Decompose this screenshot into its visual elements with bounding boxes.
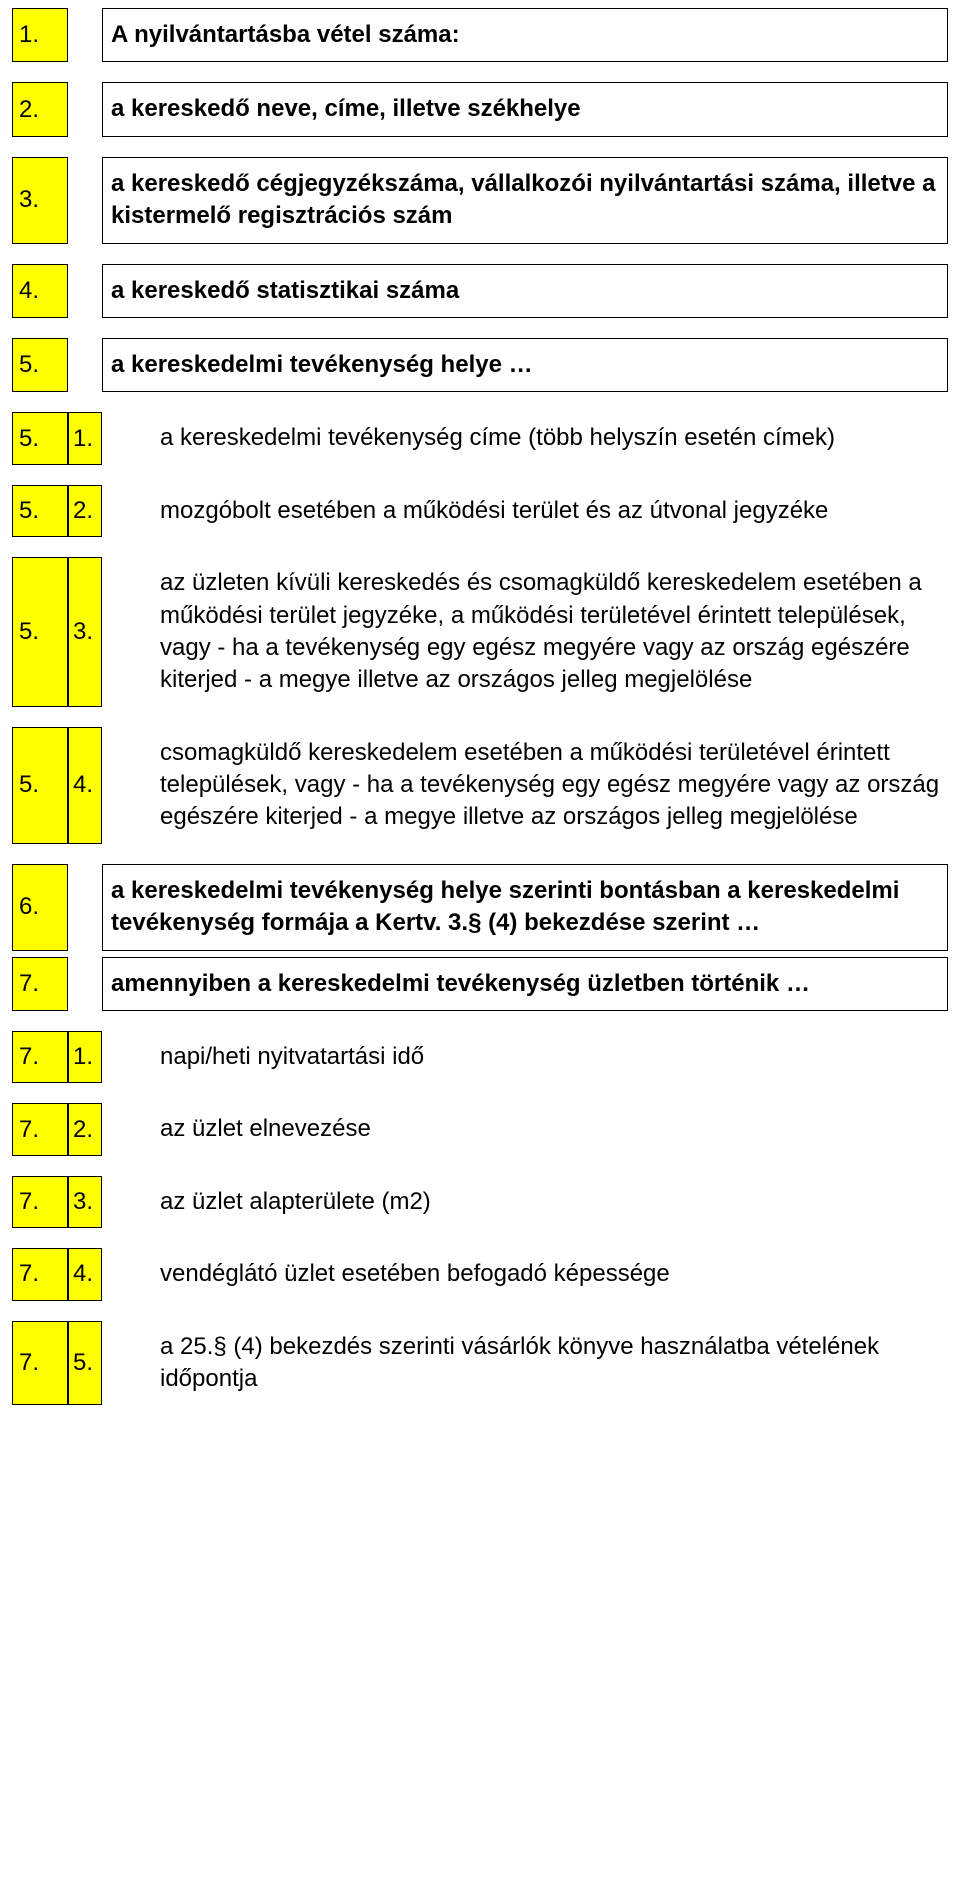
gap bbox=[68, 864, 102, 951]
row-5-2: 5. 2. mozgóbolt esetében a működési terü… bbox=[12, 485, 948, 537]
content-7: amennyiben a kereskedelmi tevékenység üz… bbox=[102, 957, 948, 1011]
page: 1. A nyilvántartásba vétel száma: 2. a k… bbox=[0, 0, 960, 1465]
row-7: 7. amennyiben a kereskedelmi tevékenység… bbox=[12, 957, 948, 1011]
content-3: a kereskedő cégjegyzékszáma, vállalkozói… bbox=[102, 157, 948, 244]
content-7-2: az üzlet elnevezése bbox=[152, 1103, 948, 1155]
num-5a: 5. bbox=[12, 412, 68, 464]
sub-5-2: 2. bbox=[68, 485, 102, 537]
num-5d: 5. bbox=[12, 727, 68, 844]
row-7-3: 7. 3. az üzlet alapterülete (m2) bbox=[12, 1176, 948, 1228]
content-2: a kereskedő neve, címe, illetve székhely… bbox=[102, 82, 948, 136]
row-7-2: 7. 2. az üzlet elnevezése bbox=[12, 1103, 948, 1155]
content-7-4: vendéglátó üzlet esetében befogadó képes… bbox=[152, 1248, 948, 1300]
content-5-3: az üzleten kívüli kereskedés és csomagkü… bbox=[152, 557, 948, 707]
num-7e: 7. bbox=[12, 1321, 68, 1406]
row-5: 5. a kereskedelmi tevékenység helye … bbox=[12, 338, 948, 392]
gap bbox=[102, 1103, 152, 1155]
gap bbox=[68, 338, 102, 392]
sub-7-5: 5. bbox=[68, 1321, 102, 1406]
row-7-1: 7. 1. napi/heti nyitvatartási idő bbox=[12, 1031, 948, 1083]
gap bbox=[102, 412, 152, 464]
content-5-4: csomagküldő kereskedelem esetében a műkö… bbox=[152, 727, 948, 844]
gap bbox=[102, 727, 152, 844]
row-4: 4. a kereskedő statisztikai száma bbox=[12, 264, 948, 318]
gap bbox=[102, 1176, 152, 1228]
content-7-5: a 25.§ (4) bekezdés szerinti vásárlók kö… bbox=[152, 1321, 948, 1406]
content-4: a kereskedő statisztikai száma bbox=[102, 264, 948, 318]
content-5-1: a kereskedelmi tevékenység címe (több he… bbox=[152, 412, 948, 464]
gap bbox=[102, 557, 152, 707]
content-7-1: napi/heti nyitvatartási idő bbox=[152, 1031, 948, 1083]
gap bbox=[102, 1248, 152, 1300]
content-6: a kereskedelmi tevékenység helye szerint… bbox=[102, 864, 948, 951]
sub-5-3: 3. bbox=[68, 557, 102, 707]
sub-7-2: 2. bbox=[68, 1103, 102, 1155]
sub-7-4: 4. bbox=[68, 1248, 102, 1300]
gap bbox=[68, 82, 102, 136]
gap bbox=[102, 485, 152, 537]
content-5-2: mozgóbolt esetében a működési terület és… bbox=[152, 485, 948, 537]
content-1: A nyilvántartásba vétel száma: bbox=[102, 8, 948, 62]
num-7b: 7. bbox=[12, 1103, 68, 1155]
row-7-4: 7. 4. vendéglátó üzlet esetében befogadó… bbox=[12, 1248, 948, 1300]
num-5b: 5. bbox=[12, 485, 68, 537]
gap bbox=[68, 264, 102, 318]
sub-7-1: 1. bbox=[68, 1031, 102, 1083]
num-5c: 5. bbox=[12, 557, 68, 707]
num-3: 3. bbox=[12, 157, 68, 244]
gap bbox=[102, 1031, 152, 1083]
gap bbox=[68, 8, 102, 62]
content-7-3: az üzlet alapterülete (m2) bbox=[152, 1176, 948, 1228]
row-5-3: 5. 3. az üzleten kívüli kereskedés és cs… bbox=[12, 557, 948, 707]
gap bbox=[102, 1321, 152, 1406]
sub-5-1: 1. bbox=[68, 412, 102, 464]
sub-5-4: 4. bbox=[68, 727, 102, 844]
row-2: 2. a kereskedő neve, címe, illetve székh… bbox=[12, 82, 948, 136]
num-7: 7. bbox=[12, 957, 68, 1011]
num-7c: 7. bbox=[12, 1176, 68, 1228]
gap bbox=[68, 957, 102, 1011]
row-3: 3. a kereskedő cégjegyzékszáma, vállalko… bbox=[12, 157, 948, 244]
num-5: 5. bbox=[12, 338, 68, 392]
sub-7-3: 3. bbox=[68, 1176, 102, 1228]
content-5: a kereskedelmi tevékenység helye … bbox=[102, 338, 948, 392]
num-7a: 7. bbox=[12, 1031, 68, 1083]
num-6: 6. bbox=[12, 864, 68, 951]
row-6: 6. a kereskedelmi tevékenység helye szer… bbox=[12, 864, 948, 951]
num-1: 1. bbox=[12, 8, 68, 62]
row-7-5: 7. 5. a 25.§ (4) bekezdés szerinti vásár… bbox=[12, 1321, 948, 1406]
gap bbox=[68, 157, 102, 244]
num-7d: 7. bbox=[12, 1248, 68, 1300]
num-4: 4. bbox=[12, 264, 68, 318]
num-2: 2. bbox=[12, 82, 68, 136]
row-5-1: 5. 1. a kereskedelmi tevékenység címe (t… bbox=[12, 412, 948, 464]
row-5-4: 5. 4. csomagküldő kereskedelem esetében … bbox=[12, 727, 948, 844]
row-1: 1. A nyilvántartásba vétel száma: bbox=[12, 8, 948, 62]
